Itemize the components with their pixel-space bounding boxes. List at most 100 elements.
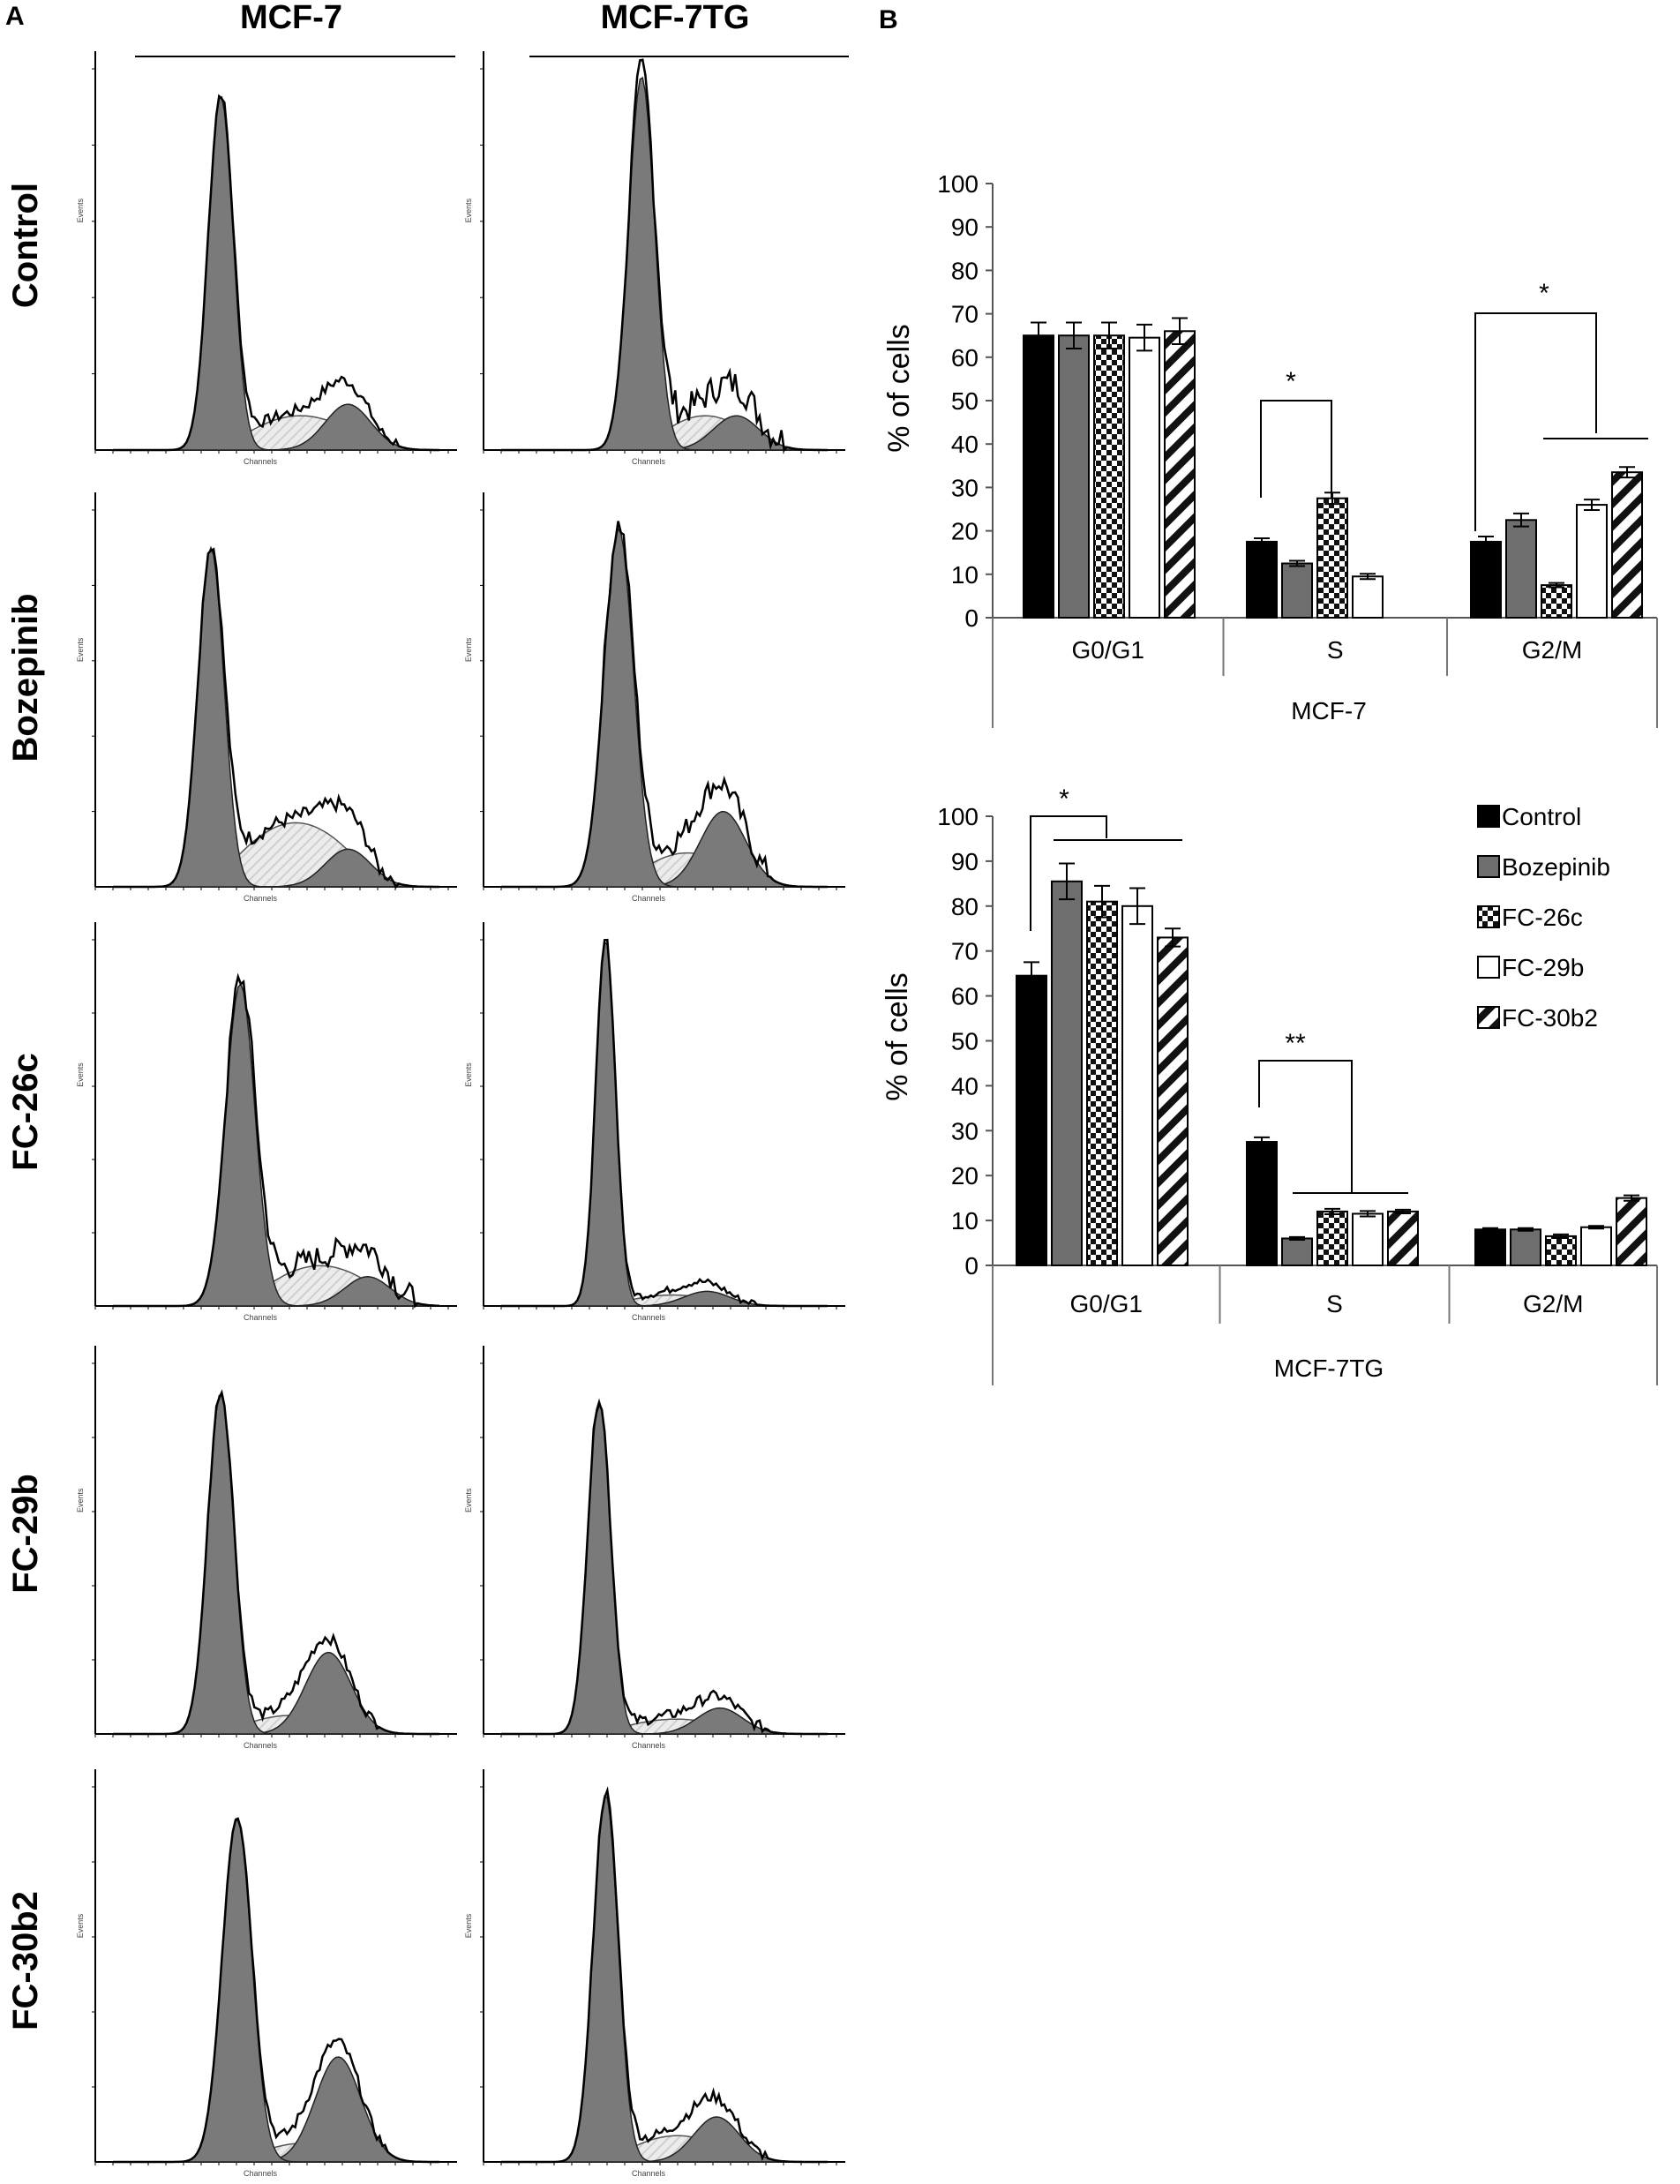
bar-fc-26c [1545, 1235, 1577, 1267]
legend-swatch [1477, 1006, 1500, 1029]
bar-fc-29b [1576, 504, 1608, 619]
histogram-cell: Channels Events [464, 51, 845, 466]
histogram-x-label: Channels [244, 1313, 278, 1322]
histogram-g1-peak [501, 76, 828, 451]
y-tick-label: 10 [951, 561, 979, 589]
histogram-cell: Channels Events [76, 51, 457, 466]
legend-swatch [1477, 805, 1500, 828]
panel-a-letter: A [5, 2, 25, 31]
histogram-x-label: Channels [244, 1741, 278, 1750]
histogram-envelope [501, 58, 828, 453]
histogram-y-label: Events [464, 1062, 473, 1087]
category-label: G2/M [1523, 1290, 1583, 1317]
legend-swatch [1477, 855, 1500, 878]
legend-label: FC-29b [1502, 954, 1584, 981]
histogram-g1-peak [501, 527, 828, 888]
histogram-x-label: Channels [632, 457, 666, 466]
histogram-x-label: Channels [632, 894, 666, 903]
histogram-g1-peak [501, 1794, 828, 2163]
histogram-cell: Channels Events [464, 1769, 845, 2178]
sig-star-g0g1: * [1059, 784, 1069, 814]
chart-mcf7tg-ylabel: % of cells [881, 972, 914, 1101]
bar-fc-29b [1121, 904, 1153, 1267]
y-tick-label: 70 [951, 301, 979, 328]
histogram-x-label: Channels [632, 1313, 666, 1322]
category-label: G0/G1 [1072, 636, 1144, 664]
chart-mcf7-ylabel: % of cells [882, 324, 916, 453]
sig-star-s: * [1286, 367, 1296, 396]
legend-label: Control [1502, 803, 1581, 830]
histogram-g1-peak [113, 982, 439, 1307]
bar-fc-30b2 [1164, 330, 1196, 619]
histogram-x-label: Channels [632, 1741, 666, 1750]
histogram-x-label: Channels [632, 2169, 666, 2178]
chart-legend: Control Bozepinib FC-26c FC-29b FC-30b2 [1477, 803, 1610, 1032]
sig-bracket-s [1260, 400, 1332, 498]
histogram-cell: Channels Events [464, 922, 845, 1322]
y-tick-label: 40 [951, 431, 979, 458]
histogram-y-label: Events [464, 637, 473, 662]
histogram-y-label: Events [76, 198, 85, 222]
legend-label: FC-26c [1502, 904, 1583, 931]
bar-fc-30b2 [1616, 1197, 1647, 1267]
y-tick-label: 80 [951, 893, 979, 920]
bar-control [1470, 540, 1502, 619]
y-tick-label: 50 [951, 387, 979, 415]
y-tick-label: 90 [951, 848, 979, 875]
histogram-s-phase [501, 1718, 828, 1735]
histogram-envelope [113, 1817, 439, 2164]
bar-fc-26c [1093, 334, 1125, 619]
histogram-g1-peak [113, 1392, 439, 1735]
legend-swatch [1477, 956, 1500, 979]
y-tick-label: 20 [951, 1162, 979, 1190]
y-tick-label: 60 [951, 983, 979, 1010]
histogram-cell: Channels Events [76, 1769, 457, 2178]
histogram-g1-peak [113, 95, 439, 451]
histogram-y-label: Events [464, 1913, 473, 1938]
histogram-y-label: Events [76, 1913, 85, 1938]
bar-bozepinib [1510, 1228, 1541, 1267]
histogram-x-label: Channels [244, 894, 278, 903]
histogram-cell: Channels Events [76, 492, 457, 903]
y-tick-label: 0 [964, 1252, 979, 1280]
column-heading-mcf7tg: MCF-7TG [601, 0, 750, 36]
bar-fc-26c [1316, 1210, 1348, 1267]
bar-fc-26c [1086, 900, 1118, 1267]
bar-control [1246, 540, 1278, 619]
y-tick-label: 40 [951, 1072, 979, 1100]
sig-bracket-g0g1 [1030, 815, 1107, 931]
chart-mcf7-significance [1260, 312, 1648, 531]
bar-bozepinib [1281, 562, 1313, 619]
bar-fc-29b [1580, 1226, 1612, 1266]
y-tick-label: 30 [951, 1117, 979, 1145]
bar-bozepinib [1058, 334, 1090, 619]
bar-fc-30b2 [1611, 471, 1643, 619]
legend-label: FC-30b2 [1502, 1004, 1598, 1032]
histogram-envelope [113, 94, 439, 452]
row-heading-bozepinib: Bozepinib [6, 593, 45, 762]
bar-bozepinib [1505, 519, 1537, 619]
sig-bracket-g2m [1474, 312, 1597, 531]
column-heading-mcf7: MCF-7 [240, 0, 342, 36]
category-label: G2/M [1522, 636, 1582, 664]
sig-star-g2m: * [1539, 279, 1549, 308]
bar-fc-30b2 [1157, 936, 1189, 1267]
row-heading-fc30b2: FC-30b2 [6, 1891, 45, 2030]
y-tick-label: 80 [951, 257, 979, 284]
histogram-envelope [113, 547, 439, 889]
y-tick-label: 50 [951, 1028, 979, 1055]
chart-mcf7-xlabel: MCF-7 [1291, 697, 1367, 724]
legend-label: Bozepinib [1502, 853, 1610, 881]
histogram-g1-peak [113, 1817, 439, 2163]
chart-mcf7tg-xlabel: MCF-7TG [1274, 1355, 1384, 1382]
legend-swatch [1477, 905, 1500, 928]
y-tick-label: 60 [951, 344, 979, 372]
histogram-cell: Channels Events [76, 1346, 457, 1750]
histogram-envelope [501, 1786, 828, 2164]
category-label: S [1326, 1290, 1343, 1317]
y-tick-label: 90 [951, 214, 979, 241]
histogram-y-label: Events [76, 637, 85, 662]
row-heading-control: Control [6, 183, 45, 308]
bar-control [1023, 334, 1054, 619]
